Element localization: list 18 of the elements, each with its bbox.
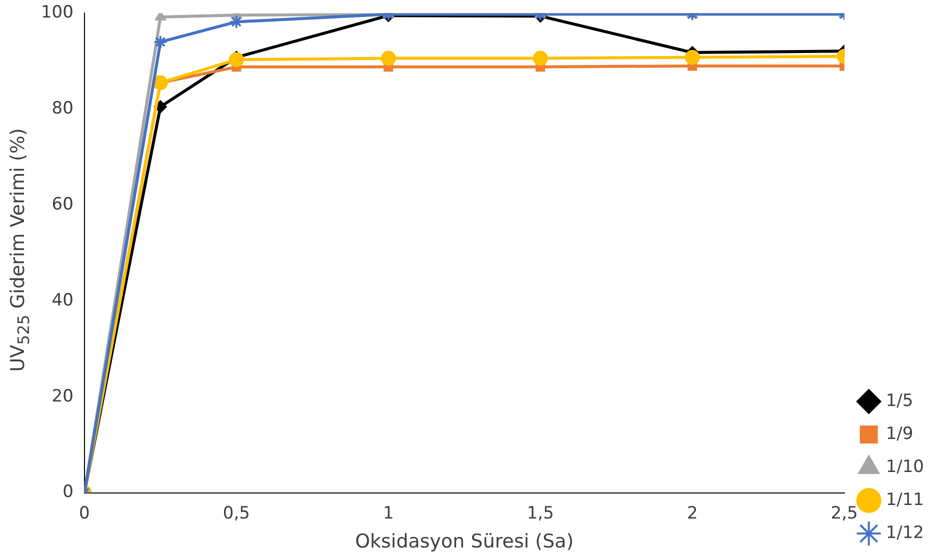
x-tick-label: 1,5 [526,503,554,524]
x-axis-title: Oksidasyon Süresi (Sa) [355,530,574,553]
y-tick-label: 40 [52,290,74,310]
y-tick-label: 100 [40,2,74,23]
y-tick-label: 60 [52,194,74,214]
x-tick-label: 1 [382,503,394,524]
x-tick-label: 0 [79,503,90,524]
x-tick-label: 2,5 [830,503,858,524]
y-tick-label: 20 [52,386,74,406]
legend-label: 1/9 [886,424,914,444]
legend-label: 1/5 [886,390,914,411]
legend-label: 1/11 [886,490,924,510]
x-tick-label: 2 [686,503,698,524]
legend-label: 1/12 [886,522,924,543]
y-tick-label: 0 [62,482,74,502]
legend-label: 1/10 [886,456,924,477]
y-tick-label: 80 [52,98,74,119]
x-tick-label: 0,5 [222,503,250,524]
